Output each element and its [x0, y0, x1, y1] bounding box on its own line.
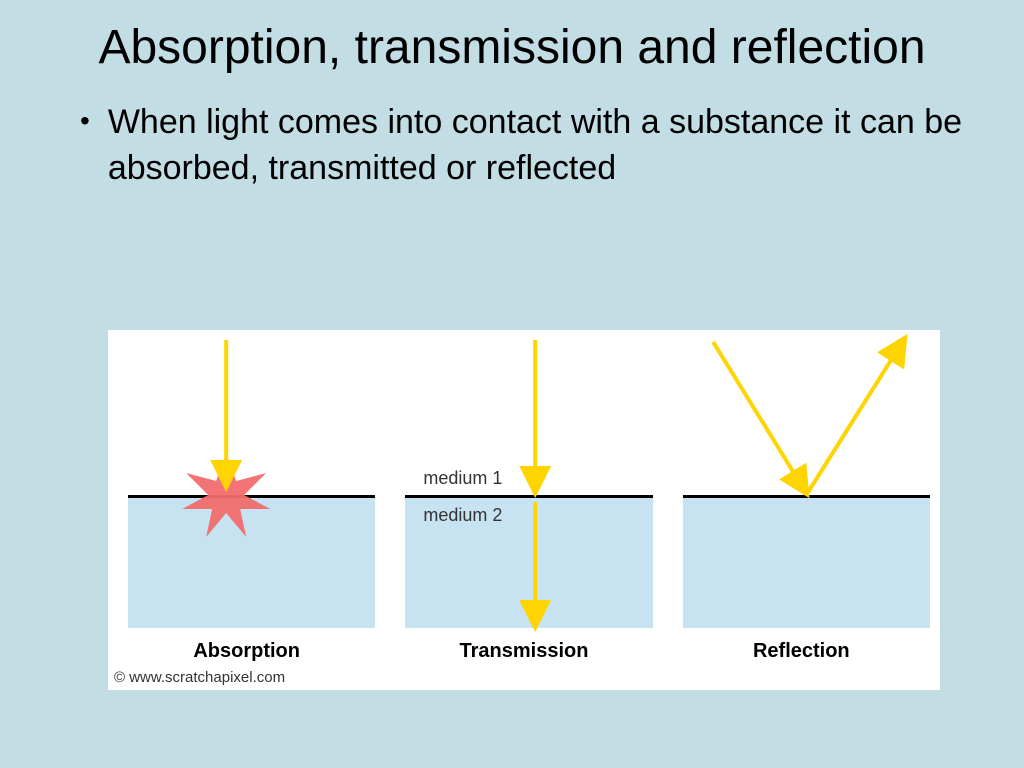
- reflection-graphic: [663, 330, 940, 690]
- bullet-text: When light comes into contact with a sub…: [108, 100, 964, 192]
- bullet-marker-icon: •: [80, 102, 90, 140]
- light-diagram: Absorption medium 1 medium 2 Transmissio…: [108, 330, 940, 690]
- medium-1-label: medium 1: [423, 468, 502, 489]
- medium-2-label: medium 2: [423, 505, 502, 526]
- panel-absorption: Absorption: [108, 330, 385, 690]
- bullet-list: • When light comes into contact with a s…: [0, 75, 1024, 192]
- panel-label: Reflection: [663, 640, 940, 663]
- absorption-graphic: [108, 330, 385, 690]
- panel-reflection: Reflection: [663, 330, 940, 690]
- bullet-item: • When light comes into contact with a s…: [80, 100, 964, 192]
- panel-label: Transmission: [385, 640, 662, 663]
- panel-label: Absorption: [108, 640, 385, 663]
- slide-title: Absorption, transmission and reflection: [0, 0, 1024, 75]
- panel-transmission: medium 1 medium 2 Transmission: [385, 330, 662, 690]
- diagram-copyright: © www.scratchapixel.com: [114, 669, 285, 686]
